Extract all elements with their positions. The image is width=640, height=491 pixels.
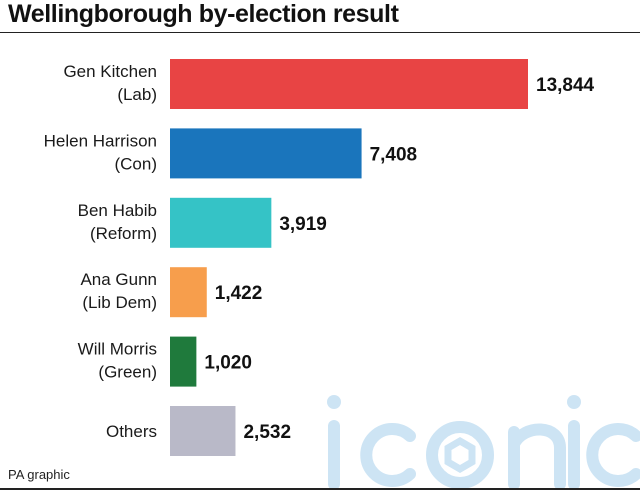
category-label-line: Helen Harrison: [44, 131, 157, 150]
category-label-0: Gen Kitchen (Lab): [63, 62, 157, 104]
category-label-line: (Lab): [117, 85, 157, 104]
bar-3: [170, 267, 207, 318]
value-label-4: 1,020: [204, 353, 252, 374]
value-label-1: 7,408: [370, 144, 418, 165]
chart-title: Wellingborough by-election result: [8, 0, 399, 28]
value-label-3: 1,422: [215, 283, 263, 304]
value-label-0: 13,844: [536, 75, 595, 96]
value-label-5: 2,532: [243, 422, 291, 443]
category-label-line: (Reform): [90, 224, 157, 243]
value-label-2: 3,919: [279, 214, 327, 235]
category-label-1: Helen Harrison (Con): [44, 131, 157, 173]
bar-0: [170, 59, 528, 109]
credit-text: PA graphic: [8, 467, 70, 482]
iconic-watermark-logo: [327, 395, 640, 490]
category-label-5: Others: [106, 422, 157, 441]
category-label-line: Ben Habib: [78, 201, 157, 220]
bar-4: [170, 336, 197, 387]
category-label-line: (Green): [98, 363, 157, 382]
bar-2: [170, 197, 272, 248]
bar-1: [170, 128, 362, 179]
category-label-2: Ben Habib (Reform): [78, 201, 157, 243]
category-label-line: Ana Gunn: [80, 270, 157, 289]
title-divider: [0, 32, 640, 33]
category-label-line: Will Morris: [78, 340, 157, 359]
category-label-3: Ana Gunn (Lib Dem): [80, 270, 157, 312]
category-label-line: (Lib Dem): [82, 293, 157, 312]
category-label-line: Gen Kitchen: [63, 62, 157, 81]
bar-5: [170, 406, 236, 456]
bottom-divider: [0, 488, 640, 490]
category-label-line: (Con): [114, 154, 157, 173]
category-label-4: Will Morris (Green): [78, 340, 157, 382]
